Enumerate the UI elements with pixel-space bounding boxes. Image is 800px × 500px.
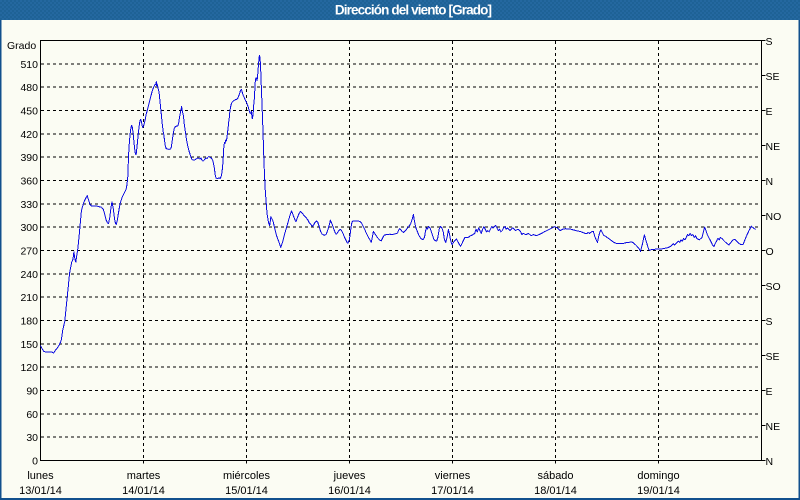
- svg-text:E: E: [766, 386, 773, 398]
- svg-text:150: 150: [20, 339, 38, 351]
- svg-text:S: S: [766, 36, 773, 48]
- svg-text:SO: SO: [766, 281, 781, 293]
- svg-text:510: 510: [20, 59, 38, 71]
- svg-text:330: 330: [20, 199, 38, 211]
- svg-text:300: 300: [20, 222, 38, 234]
- svg-text:martes: martes: [127, 470, 161, 482]
- svg-text:90: 90: [26, 386, 38, 398]
- svg-text:SE: SE: [766, 71, 780, 83]
- svg-text:N: N: [766, 456, 774, 468]
- svg-text:360: 360: [20, 176, 38, 188]
- svg-text:450: 450: [20, 106, 38, 118]
- svg-text:lunes: lunes: [27, 470, 54, 482]
- svg-text:15/01/14: 15/01/14: [225, 485, 268, 497]
- svg-text:N: N: [766, 176, 774, 188]
- svg-text:390: 390: [20, 152, 38, 164]
- svg-text:Grado: Grado: [7, 40, 36, 52]
- svg-text:NE: NE: [766, 141, 781, 153]
- svg-text:19/01/14: 19/01/14: [637, 485, 680, 497]
- svg-text:240: 240: [20, 269, 38, 281]
- svg-text:16/01/14: 16/01/14: [328, 485, 371, 497]
- svg-text:viernes: viernes: [435, 470, 471, 482]
- svg-text:480: 480: [20, 82, 38, 94]
- svg-text:0: 0: [32, 456, 38, 468]
- svg-text:60: 60: [26, 409, 38, 421]
- svg-text:120: 120: [20, 362, 38, 374]
- svg-text:17/01/14: 17/01/14: [431, 485, 474, 497]
- svg-text:NE: NE: [766, 421, 781, 433]
- svg-text:270: 270: [20, 246, 38, 258]
- svg-text:domingo: domingo: [637, 470, 679, 482]
- svg-text:E: E: [766, 106, 773, 118]
- svg-text:14/01/14: 14/01/14: [122, 485, 165, 497]
- svg-text:13/01/14: 13/01/14: [19, 485, 62, 497]
- svg-text:NO: NO: [766, 211, 782, 223]
- svg-text:Dirección del viento [Grado]: Dirección del viento [Grado]: [335, 3, 492, 18]
- svg-text:30: 30: [26, 432, 38, 444]
- svg-text:miércoles: miércoles: [223, 470, 271, 482]
- svg-text:210: 210: [20, 292, 38, 304]
- svg-text:S: S: [766, 316, 773, 328]
- svg-text:18/01/14: 18/01/14: [534, 485, 577, 497]
- svg-text:SE: SE: [766, 351, 780, 363]
- svg-text:jueves: jueves: [333, 470, 366, 482]
- svg-text:O: O: [766, 246, 774, 258]
- svg-text:420: 420: [20, 129, 38, 141]
- svg-text:sábado: sábado: [537, 470, 573, 482]
- svg-text:180: 180: [20, 316, 38, 328]
